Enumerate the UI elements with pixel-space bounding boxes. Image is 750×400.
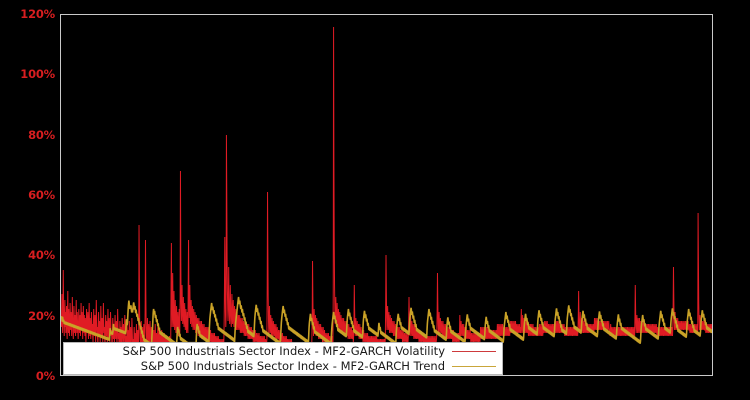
legend-label-volatility: S&P 500 Industrials Sector Index - MF2-G…	[122, 343, 445, 358]
legend-line-sample-trend	[452, 365, 496, 367]
legend-entry-volatility: S&P 500 Industrials Sector Index - MF2-G…	[64, 344, 496, 359]
y-axis-tick-100: 100%	[20, 67, 55, 82]
plot-area	[61, 15, 712, 375]
y-axis-tick-120: 120%	[20, 7, 55, 21]
chart-legend: S&P 500 Industrials Sector Index - MF2-G…	[63, 342, 503, 375]
y-axis-tick-0: 0%	[35, 369, 55, 383]
plot-frame	[60, 14, 713, 376]
series-line-trend	[61, 297, 712, 345]
y-axis-tick-20: 20%	[28, 308, 55, 323]
y-axis-tick-80: 80%	[28, 127, 55, 142]
series-line-volatility	[61, 27, 712, 351]
legend-line-sample-volatility	[452, 350, 496, 352]
y-axis-tick-40: 40%	[28, 248, 55, 263]
y-axis-tick-60: 60%	[28, 188, 55, 202]
legend-entry-trend: S&P 500 Industrials Sector Index - MF2-G…	[64, 359, 496, 374]
series-canvas	[61, 15, 712, 375]
legend-label-trend: S&P 500 Industrials Sector Index - MF2-G…	[140, 358, 445, 373]
